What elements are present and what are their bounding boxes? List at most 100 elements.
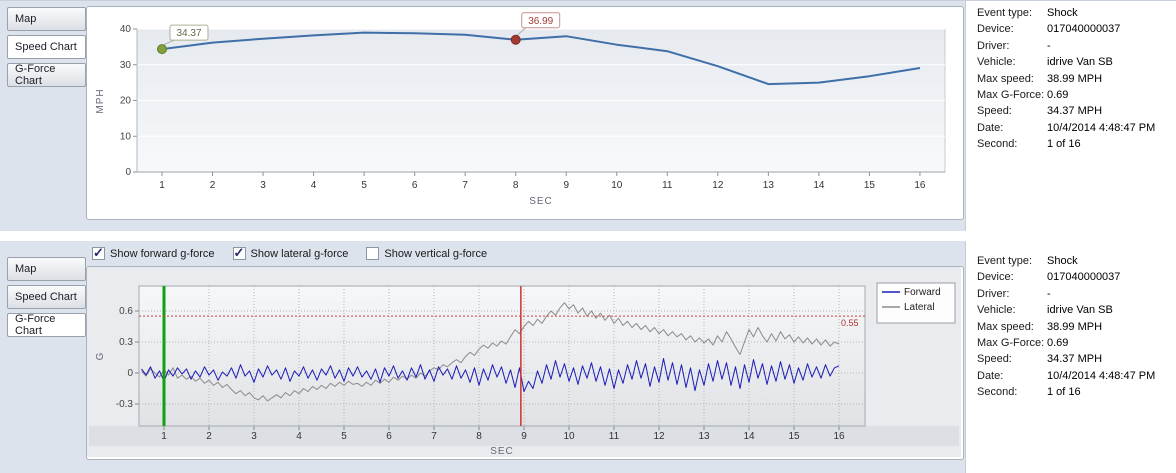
x-tick-label: 7 xyxy=(431,431,437,442)
x-tick-label: 4 xyxy=(311,180,317,191)
tab-gforce-chart[interactable]: G-Force Chart xyxy=(7,313,86,337)
checkbox-show-forward[interactable]: Show forward g-force xyxy=(92,245,215,261)
x-tick-label: 8 xyxy=(513,180,519,191)
x-tick-label: 16 xyxy=(833,431,845,442)
gforce-chart[interactable]: 1 2 3 4 5 6 7 8 9 10 11 12 13 14 15 16-0.300.30.6GSEC0.… xyxy=(87,267,961,457)
y-axis-label: G xyxy=(95,352,106,361)
x-tick-label: 6 xyxy=(412,180,418,191)
x-tick-label: 2 xyxy=(210,180,216,191)
y-tick-label: 20 xyxy=(120,96,132,107)
info-value: 34.37 MPH xyxy=(1047,353,1103,366)
info-value: 1 of 16 xyxy=(1047,138,1081,151)
info-row: Speed: 34.37 MPH xyxy=(977,105,1155,121)
tab-map[interactable]: Map xyxy=(7,7,86,31)
tab-gforce-chart[interactable]: G-Force Chart xyxy=(7,63,86,87)
x-tick-label: 11 xyxy=(662,180,673,191)
info-value: 34.37 MPH xyxy=(1047,105,1103,118)
x-tick-label: 13 xyxy=(698,431,710,442)
start-marker[interactable] xyxy=(157,44,167,55)
info-label: Event type: xyxy=(977,255,1033,267)
top-info-panel: Event type: Shock Device: 017040000037 Drive… xyxy=(965,1,1176,231)
info-value: idrive Van SB xyxy=(1047,304,1113,317)
tab-map[interactable]: Map xyxy=(7,257,86,281)
info-label: Driver: xyxy=(977,287,1010,300)
x-tick-label: 15 xyxy=(788,431,800,442)
info-value: 10/4/2014 4:48:47 PM xyxy=(1047,369,1156,382)
tab-speed-chart[interactable]: Speed Chart xyxy=(7,35,86,59)
info-row: Vehicle: idrive Van SB xyxy=(977,304,1155,320)
speed-chart-panel: Map Speed Chart G-Force Chart 0 10 20 30 40 1… xyxy=(0,0,1176,231)
event-marker[interactable] xyxy=(510,34,521,45)
legend-entry-label: Lateral xyxy=(904,302,935,313)
y-tick-label: 10 xyxy=(120,131,132,142)
info-row: Date: 10/4/2014 4:48:47 PM xyxy=(977,122,1155,138)
top-tabstrip: Map Speed Chart G-Force Chart xyxy=(7,7,89,91)
info-row: Driver: - xyxy=(977,288,1155,304)
info-row: Second: 1 of 16 xyxy=(977,138,1155,154)
speed-chart-card: 0 10 20 30 40 1 2 3 4 5 6 7 8 9 10 11 12 13 14 15 16 MPH SEC 34… xyxy=(86,6,964,220)
x-tick-label: 1 xyxy=(159,180,165,191)
legend-entry-label: Forward xyxy=(904,287,941,298)
x-axis-label: SEC xyxy=(490,446,514,457)
info-value: 017040000037 xyxy=(1047,271,1121,284)
info-value: 0.69 xyxy=(1047,88,1069,101)
info-label: Date: xyxy=(977,121,1004,134)
x-tick-label: 14 xyxy=(813,180,825,191)
y-tick-label: 30 xyxy=(120,60,132,71)
checkbox-label: Show vertical g-force xyxy=(384,247,488,260)
info-label: Vehicle: xyxy=(977,304,1016,317)
x-tick-label: 14 xyxy=(743,431,755,442)
checkbox-show-lateral[interactable]: Show lateral g-force xyxy=(232,245,349,261)
info-label: Speed: xyxy=(977,105,1012,118)
series-forward xyxy=(141,358,840,393)
checkbox-label: Show forward g-force xyxy=(110,247,215,260)
info-label: Second: xyxy=(977,386,1018,399)
info-row: Date: 10/4/2014 4:48:47 PM xyxy=(977,370,1155,386)
plot-area[interactable] xyxy=(139,286,865,426)
x-tick-label: 2 xyxy=(206,431,212,442)
x-tick-label: 13 xyxy=(763,180,775,191)
info-row: Vehicle: idrive Van SB xyxy=(977,56,1155,72)
info-label: Vehicle: xyxy=(977,56,1016,69)
x-tick-label: 12 xyxy=(712,180,724,191)
y-tick-label: -0.3 xyxy=(116,399,134,410)
checkbox-icon[interactable] xyxy=(92,245,105,261)
x-axis-label: SEC xyxy=(529,196,553,207)
info-row: Speed: 34.37 MPH xyxy=(977,353,1155,369)
checkbox-label: Show lateral g-force xyxy=(250,247,349,260)
info-value: Shock xyxy=(1047,255,1078,267)
info-label: Max G-Force: xyxy=(977,88,1045,101)
info-row: Driver: - xyxy=(977,40,1155,56)
x-tick-label: 9 xyxy=(563,180,569,191)
y-axis-label: MPH xyxy=(95,88,106,113)
x-tick-label: 10 xyxy=(563,431,575,442)
gridlines xyxy=(135,286,865,430)
series-lateral xyxy=(141,302,840,402)
marker-value-label-box xyxy=(521,12,561,29)
gforce-chart-card: 1 2 3 4 5 6 7 8 9 10 11 12 13 14 15 16 -0.3 0 0.3 0.6 G SEC 0.… xyxy=(86,266,964,460)
x-tick-label: 16 xyxy=(914,180,926,191)
x-tick-label: 5 xyxy=(361,180,367,191)
info-label: Max G-Force: xyxy=(977,336,1045,349)
checkbox-icon[interactable] xyxy=(366,247,380,260)
info-row: Max speed: 38.99 MPH xyxy=(977,73,1155,89)
info-value: Shock xyxy=(1047,7,1078,19)
y-tick-label: 40 xyxy=(120,24,132,35)
info-value: 017040000037 xyxy=(1047,23,1121,36)
marker-value-label: 34.37 xyxy=(176,28,201,39)
marker-value-label-box xyxy=(169,24,209,41)
info-label: Device: xyxy=(977,271,1014,284)
gforce-chart-panel: Map Speed Chart G-Force Chart Show forwa… xyxy=(0,241,1176,473)
info-value: - xyxy=(1047,287,1051,300)
info-value: - xyxy=(1047,39,1051,52)
tab-speed-chart[interactable]: Speed Chart xyxy=(7,285,86,309)
checkbox-icon[interactable] xyxy=(232,245,246,261)
info-label: Max speed: xyxy=(977,72,1034,85)
x-tick-label: 6 xyxy=(386,431,392,442)
x-tick-label: 15 xyxy=(864,180,876,191)
info-label: Event type: xyxy=(977,7,1033,19)
y-tick-label: 0.3 xyxy=(119,337,133,348)
checkbox-show-vertical[interactable]: Show vertical g-force xyxy=(366,247,487,260)
info-label: Driver: xyxy=(977,39,1010,52)
